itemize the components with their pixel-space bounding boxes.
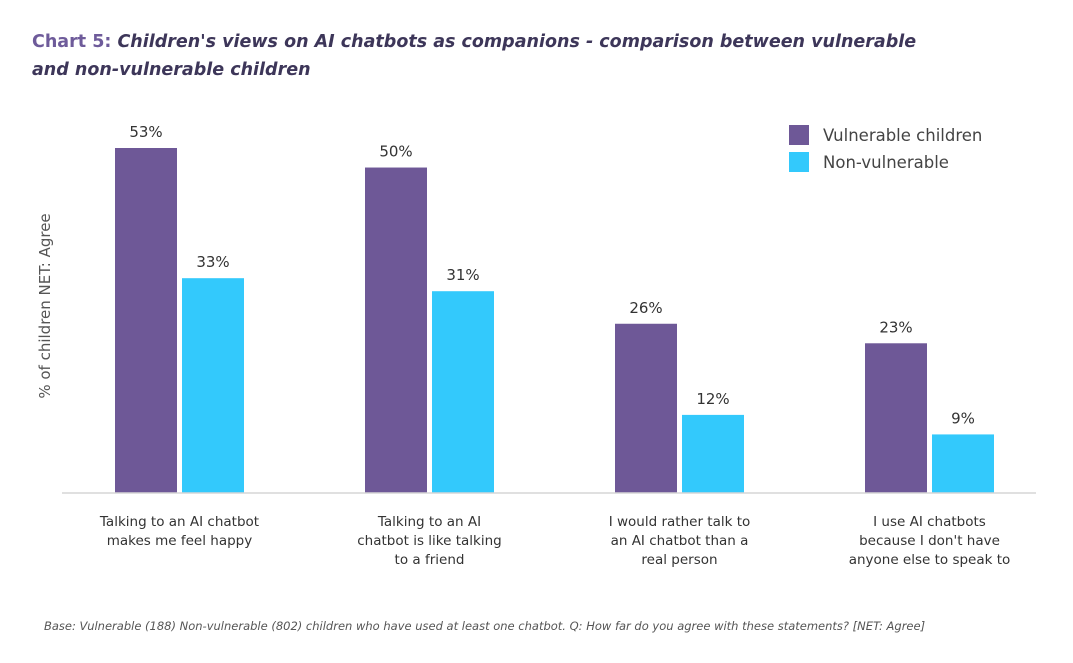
category-label-4-line-2: because I don't have [859,533,1000,549]
bar-non_vulnerable-3 [682,414,744,493]
data-label-vulnerable-4: 23% [879,318,912,336]
bar-vulnerable-1 [115,148,177,493]
bar-non_vulnerable-4 [932,434,994,493]
data-label-non_vulnerable-1: 33% [196,253,229,271]
category-label-2-line-1: Talking to an AI [377,514,481,530]
data-label-non_vulnerable-3: 12% [696,390,729,408]
data-label-vulnerable-2: 50% [379,143,412,161]
category-label-4-line-3: anyone else to speak to [849,552,1011,568]
footnote: Base: Vulnerable (188) Non-vulnerable (8… [44,619,926,633]
category-label-3-line-3: real person [641,552,717,568]
legend: Vulnerable children Non-vulnerable [789,125,982,172]
category-label-4-line-1: I use AI chatbots [873,514,986,530]
bar-vulnerable-3 [615,323,677,493]
category-label-2-line-3: to a friend [395,552,465,568]
bar-vulnerable-2 [365,167,427,493]
category-label-1-line-1: Talking to an AI chatbot [99,514,259,530]
legend-label-vulnerable: Vulnerable children [823,126,982,145]
data-label-non_vulnerable-2: 31% [446,266,479,284]
data-label-non_vulnerable-4: 9% [951,409,975,427]
category-label-1-line-2: makes me feel happy [107,533,253,549]
data-label-vulnerable-3: 26% [629,299,662,317]
y-axis-label: % of children NET: Agree [36,213,54,398]
chart-title: Chart 5: Children's views on AI chatbots… [32,28,932,84]
category-label-3-line-2: an AI chatbot than a [611,533,749,549]
legend-swatch-non_vulnerable [789,152,809,172]
bar-non_vulnerable-2 [432,291,494,493]
legend-label-non_vulnerable: Non-vulnerable [823,153,949,172]
chart-title-prefix: Chart 5: [32,32,112,52]
bar-non_vulnerable-1 [182,278,244,493]
chart-title-text: Children's views on AI chatbots as compa… [32,32,917,80]
bars-group: 53% 33% Talking to an AI chatbot makes me f… [99,123,1010,568]
category-label-3-line-1: I would rather talk to [609,514,751,530]
data-label-vulnerable-1: 53% [129,123,162,141]
category-label-2-line-2: chatbot is like talking [357,533,501,549]
bar-vulnerable-4 [865,343,927,493]
legend-swatch-vulnerable [789,125,809,145]
